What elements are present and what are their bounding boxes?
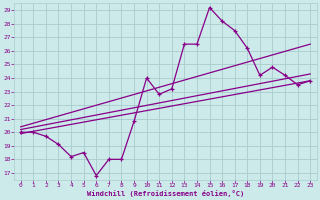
X-axis label: Windchill (Refroidissement éolien,°C): Windchill (Refroidissement éolien,°C) bbox=[87, 190, 244, 197]
